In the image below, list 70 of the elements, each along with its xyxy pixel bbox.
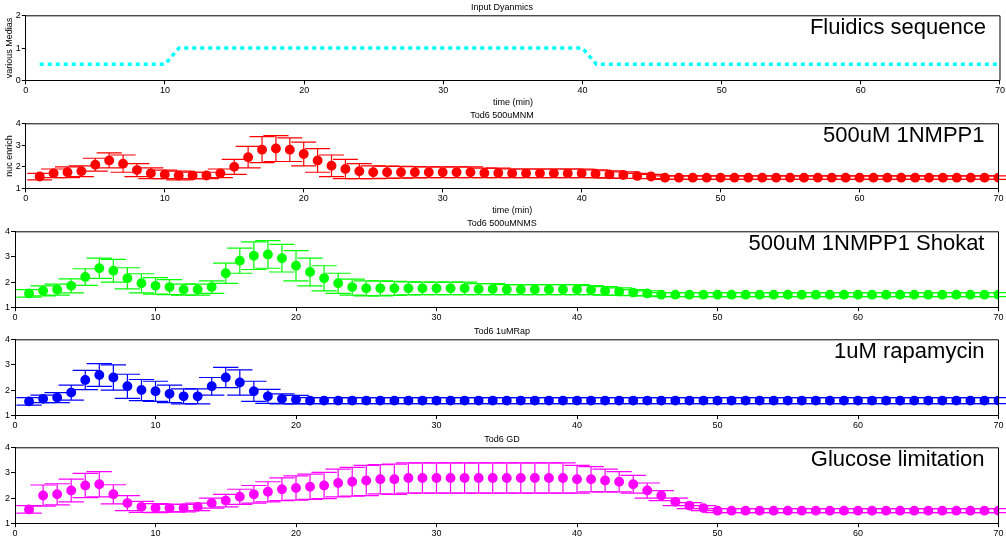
- x-tick-label: 30: [431, 528, 442, 539]
- y-tick-label: 2: [15, 10, 21, 21]
- chart-title: Input Dyanmics: [470, 1, 534, 12]
- annotation: Glucose limitation: [810, 445, 985, 471]
- x-axis-title: time (min): [492, 97, 533, 108]
- x-tick-label: 60: [855, 85, 866, 96]
- x-tick-label: 30: [437, 193, 448, 204]
- x-tick-label: 60: [852, 420, 864, 431]
- x-tick-label: 70: [993, 312, 1004, 323]
- y-tick-label: 1: [4, 301, 11, 312]
- x-tick-label: 60: [852, 312, 864, 323]
- x-tick-label: 50: [712, 420, 723, 431]
- y-tick-label: 2: [4, 384, 11, 395]
- annotation: 500uM 1NMPP1 Shokat: [748, 229, 985, 255]
- x-tick-label: 10: [150, 528, 161, 539]
- y-tick-label: 3: [4, 251, 11, 262]
- y-tick-label: 1: [4, 409, 11, 420]
- x-tick-label: 40: [571, 420, 583, 431]
- y-tick-label: 1: [15, 42, 21, 53]
- x-tick-label: 60: [852, 528, 864, 539]
- x-tick-label: 20: [299, 85, 310, 96]
- x-tick-label: 30: [438, 85, 449, 96]
- y-tick-label: 4: [15, 118, 21, 129]
- x-tick-label: 50: [716, 85, 727, 96]
- y-tick-label: 1: [4, 517, 11, 528]
- y-tick-label: 4: [4, 442, 11, 453]
- x-tick-label: 40: [571, 312, 583, 323]
- y-tick-label: 4: [4, 334, 11, 345]
- x-tick-label: 40: [577, 85, 588, 96]
- x-tick-label: 20: [291, 312, 302, 323]
- y-tick-label: 4: [4, 226, 11, 237]
- x-tick-label: 10: [159, 193, 170, 204]
- chart-title: Tod6 500uMNM: [470, 109, 534, 120]
- y-tick-label: 2: [4, 492, 11, 503]
- x-tick-label: 0: [23, 85, 29, 96]
- x-tick-label: 50: [712, 312, 723, 323]
- x-tick-label: 70: [993, 193, 1004, 204]
- x-tick-label: 20: [291, 420, 302, 431]
- y-tick-label: 3: [4, 359, 11, 370]
- x-axis-title: time (min): [492, 205, 533, 216]
- x-tick-label: 0: [23, 193, 29, 204]
- x-tick-label: 30: [431, 420, 442, 431]
- x-tick-label: 50: [715, 193, 726, 204]
- x-tick-label: 60: [854, 193, 865, 204]
- y-tick-label: 0: [15, 74, 21, 85]
- x-tick-label: 50: [712, 528, 723, 539]
- x-tick-label: 40: [576, 193, 587, 204]
- chart-title: Tod6 500uMNMS: [467, 217, 537, 228]
- chart-title: Tod6 GD: [484, 433, 521, 444]
- x-tick-label: 10: [150, 420, 161, 431]
- x-tick-label: 20: [298, 193, 309, 204]
- y-axis-title: nuc enrich: [3, 135, 14, 177]
- y-tick-label: 1: [15, 182, 21, 193]
- y-tick-label: 2: [4, 276, 11, 287]
- annotation: 500uM 1NMPP1: [823, 121, 985, 147]
- x-tick-label: 20: [291, 528, 302, 539]
- x-tick-label: 70: [993, 420, 1004, 431]
- x-tick-label: 10: [150, 312, 161, 323]
- x-tick-label: 40: [571, 528, 583, 539]
- annotation: Fluidics sequence: [809, 13, 986, 39]
- annotation: 1uM rapamycin: [834, 337, 985, 363]
- chart-title: Tod6 1uMRap: [473, 325, 531, 336]
- x-tick-label: 30: [431, 312, 442, 323]
- x-tick-label: 70: [994, 85, 1005, 96]
- y-tick-label: 3: [15, 139, 21, 150]
- y-tick-label: 3: [4, 467, 11, 478]
- x-tick-label: 70: [993, 528, 1004, 539]
- y-axis-title: various Medias: [3, 17, 14, 79]
- y-tick-label: 2: [15, 161, 21, 172]
- x-tick-label: 10: [159, 85, 170, 96]
